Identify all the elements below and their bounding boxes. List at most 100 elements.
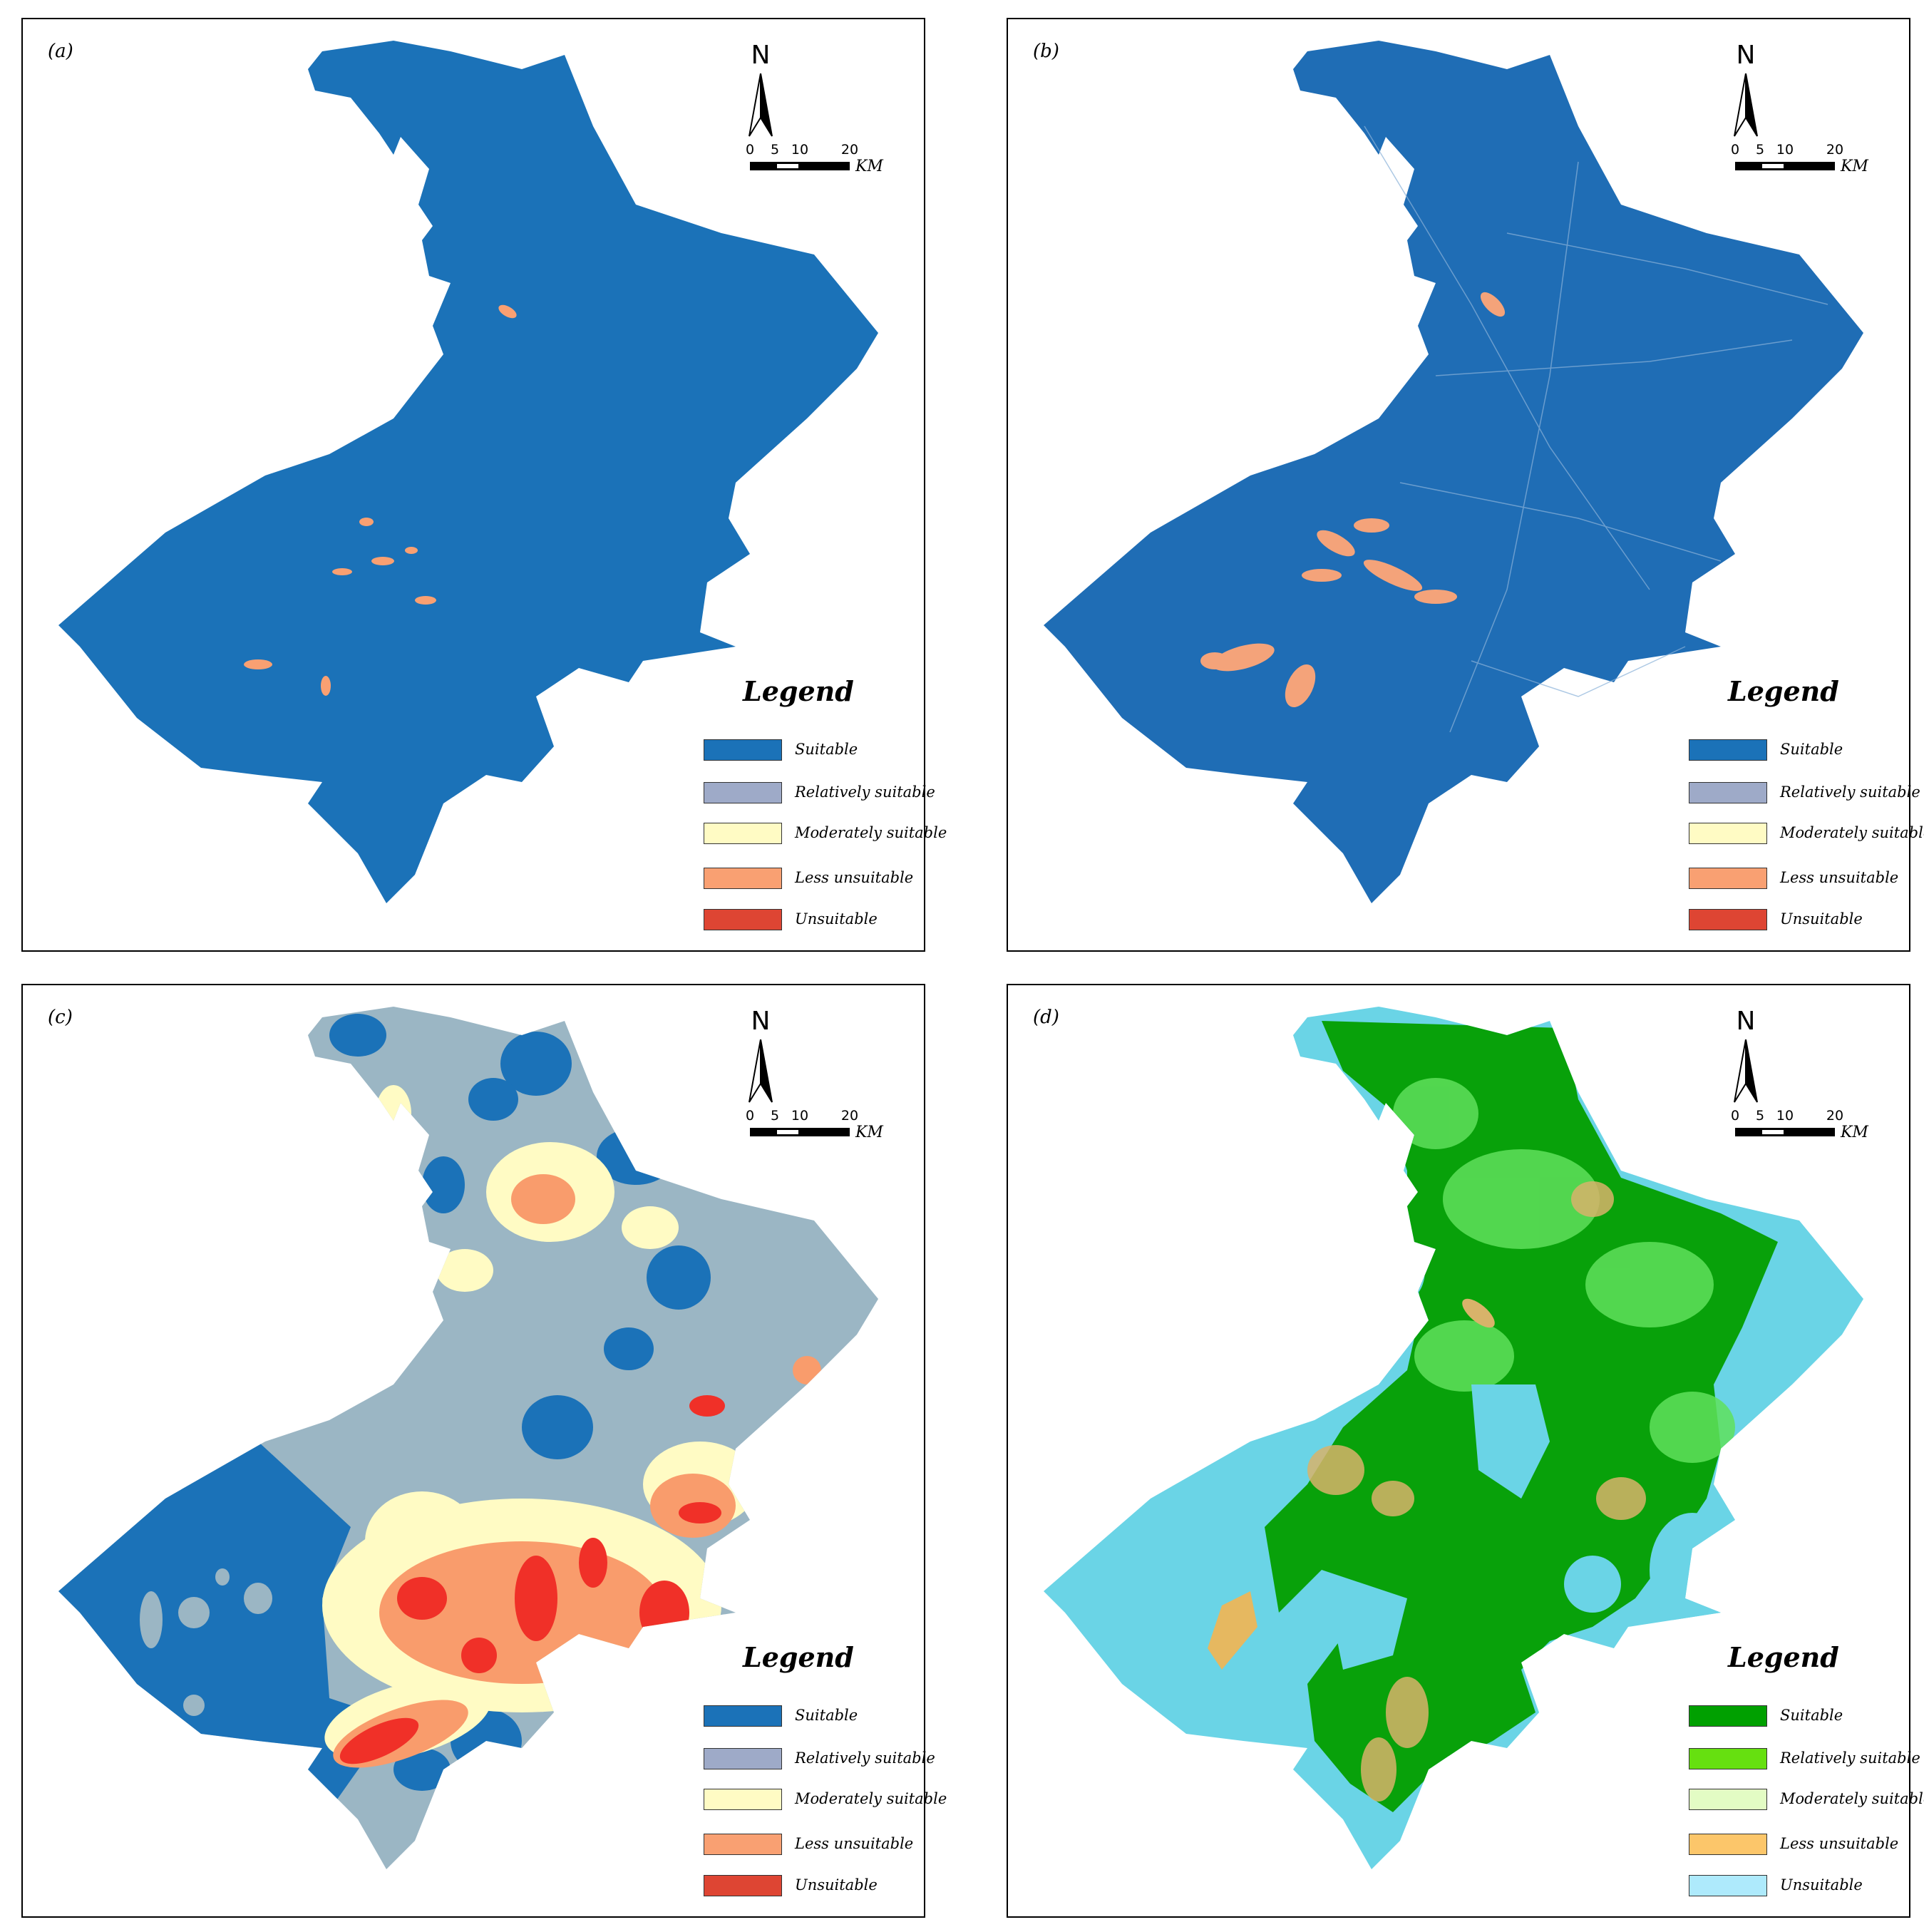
suitability-map-d [1044,1007,1863,1869]
north-arrow: N [1724,1007,1767,1121]
legend-swatch [704,1748,782,1769]
legend-item-unsuitable: Unsuitable [704,909,932,933]
legend-label: Moderately suitable [1780,824,1924,841]
suitability-map-a [58,41,878,903]
north-arrow-icon [748,1039,773,1103]
scale-unit: KM [855,158,883,175]
panel-label: (c) [48,1007,73,1028]
scale-bar: 0 5 10 20 KM [745,1108,905,1151]
map-panel-d: (d) N 0 5 10 20 KM Legend Suitable Relat… [1007,984,1924,1918]
legend-label: Less unsuitable [795,869,914,886]
scale-tick: 10 [1776,142,1794,158]
north-arrow-icon [1734,73,1758,137]
legend-item-moderately-suitable: Moderately suitable [1689,1789,1924,1813]
legend-item-unsuitable: Unsuitable [1689,1875,1917,1899]
scale-tick: 0 [745,142,755,158]
legend-item-unsuitable: Unsuitable [1689,909,1917,933]
legend-label: Less unsuitable [1780,869,1899,886]
scale-tick: 20 [840,142,859,158]
legend-item-suitable: Suitable [704,739,932,764]
legend-swatch [704,909,782,930]
legend-item-less-unsuitable: Less unsuitable [704,1834,932,1858]
legend-label: Unsuitable [1780,1876,1863,1894]
legend-item-suitable: Suitable [1689,1705,1917,1730]
legend-label: Suitable [1780,1707,1843,1724]
map-panel-b: (b) N 0 5 10 20 KM Legend Suitable Relat… [1007,18,1924,952]
legend-swatch [1689,868,1767,889]
scale-tick: 0 [745,1108,755,1124]
north-arrow: N [739,1007,782,1121]
legend-label: Unsuitable [795,1876,878,1894]
legend-item-moderately-suitable: Moderately suitable [704,823,947,847]
legend-label: Relatively suitable [1780,783,1920,801]
scale-bar-graphic [1735,162,1835,170]
legend-swatch [704,739,782,761]
scale-tick: 5 [770,142,780,158]
legend-swatch [704,868,782,889]
legend-swatch [1689,739,1767,761]
legend-title: Legend [743,1641,854,1673]
scale-tick: 5 [1755,142,1765,158]
legend-swatch [1689,909,1767,930]
scale-tick: 10 [1776,1108,1794,1124]
legend-label: Moderately suitable [1780,1790,1924,1807]
legend-item-less-unsuitable: Less unsuitable [1689,1834,1917,1858]
legend-label: Suitable [1780,741,1843,758]
scale-bar-graphic [750,162,850,170]
legend-item-unsuitable: Unsuitable [704,1875,932,1899]
north-letter: N [1736,41,1756,70]
legend-swatch [704,1705,782,1727]
legend-swatch [1689,1748,1767,1769]
legend-swatch [1689,1789,1767,1810]
legend-item-suitable: Suitable [1689,739,1917,764]
scale-tick: 20 [1826,142,1844,158]
panel-label: (b) [1033,41,1059,62]
legend-label: Unsuitable [1780,910,1863,928]
legend-label: Less unsuitable [795,1835,914,1852]
legend-title: Legend [1728,675,1839,707]
scale-bar-graphic [750,1128,850,1136]
legend-label: Less unsuitable [1780,1835,1899,1852]
north-letter: N [751,41,771,70]
panel-label: (d) [1033,1007,1059,1028]
scale-tick: 0 [1730,1108,1740,1124]
scale-bar-graphic [1735,1128,1835,1136]
north-arrow: N [739,41,782,155]
legend-label: Relatively suitable [795,1749,935,1767]
legend-title: Legend [1728,1641,1839,1673]
scale-bar: 0 5 10 20 KM [745,142,905,185]
north-arrow-icon [748,73,773,137]
legend-item-relatively-suitable: Relatively suitable [704,1748,935,1772]
scale-tick: 0 [1730,142,1740,158]
scale-tick: 5 [770,1108,780,1124]
suitability-map-b [1044,41,1863,903]
scale-unit: KM [855,1124,883,1141]
map-panel-c: (c) N 0 5 10 20 KM Legend Suitable Relat… [21,984,947,1918]
legend-swatch [704,1789,782,1810]
legend-swatch [704,782,782,803]
legend-item-relatively-suitable: Relatively suitable [704,782,935,806]
legend-swatch [1689,1705,1767,1727]
legend-item-less-unsuitable: Less unsuitable [704,868,932,892]
legend-label: Relatively suitable [795,783,935,801]
legend-item-relatively-suitable: Relatively suitable [1689,782,1920,806]
legend-swatch [704,1834,782,1855]
legend-swatch [1689,1875,1767,1896]
legend-label: Suitable [795,741,858,758]
north-letter: N [1736,1007,1756,1036]
legend-label: Moderately suitable [795,1790,947,1807]
panel-label: (a) [48,41,73,62]
legend-title: Legend [743,675,854,707]
scale-tick: 20 [840,1108,859,1124]
map-panel-a: (a) N 0 5 10 20 KM Legend Suitable Relat… [21,18,947,952]
legend-item-moderately-suitable: Moderately suitable [1689,823,1924,847]
legend-label: Suitable [795,1707,858,1724]
north-letter: N [751,1007,771,1036]
legend-item-relatively-suitable: Relatively suitable [1689,1748,1920,1772]
legend-swatch [704,1875,782,1896]
scale-bar: 0 5 10 20 KM [1730,1108,1890,1151]
north-arrow: N [1724,41,1767,155]
scale-unit: KM [1841,158,1868,175]
scale-unit: KM [1841,1124,1868,1141]
legend-swatch [1689,1834,1767,1855]
